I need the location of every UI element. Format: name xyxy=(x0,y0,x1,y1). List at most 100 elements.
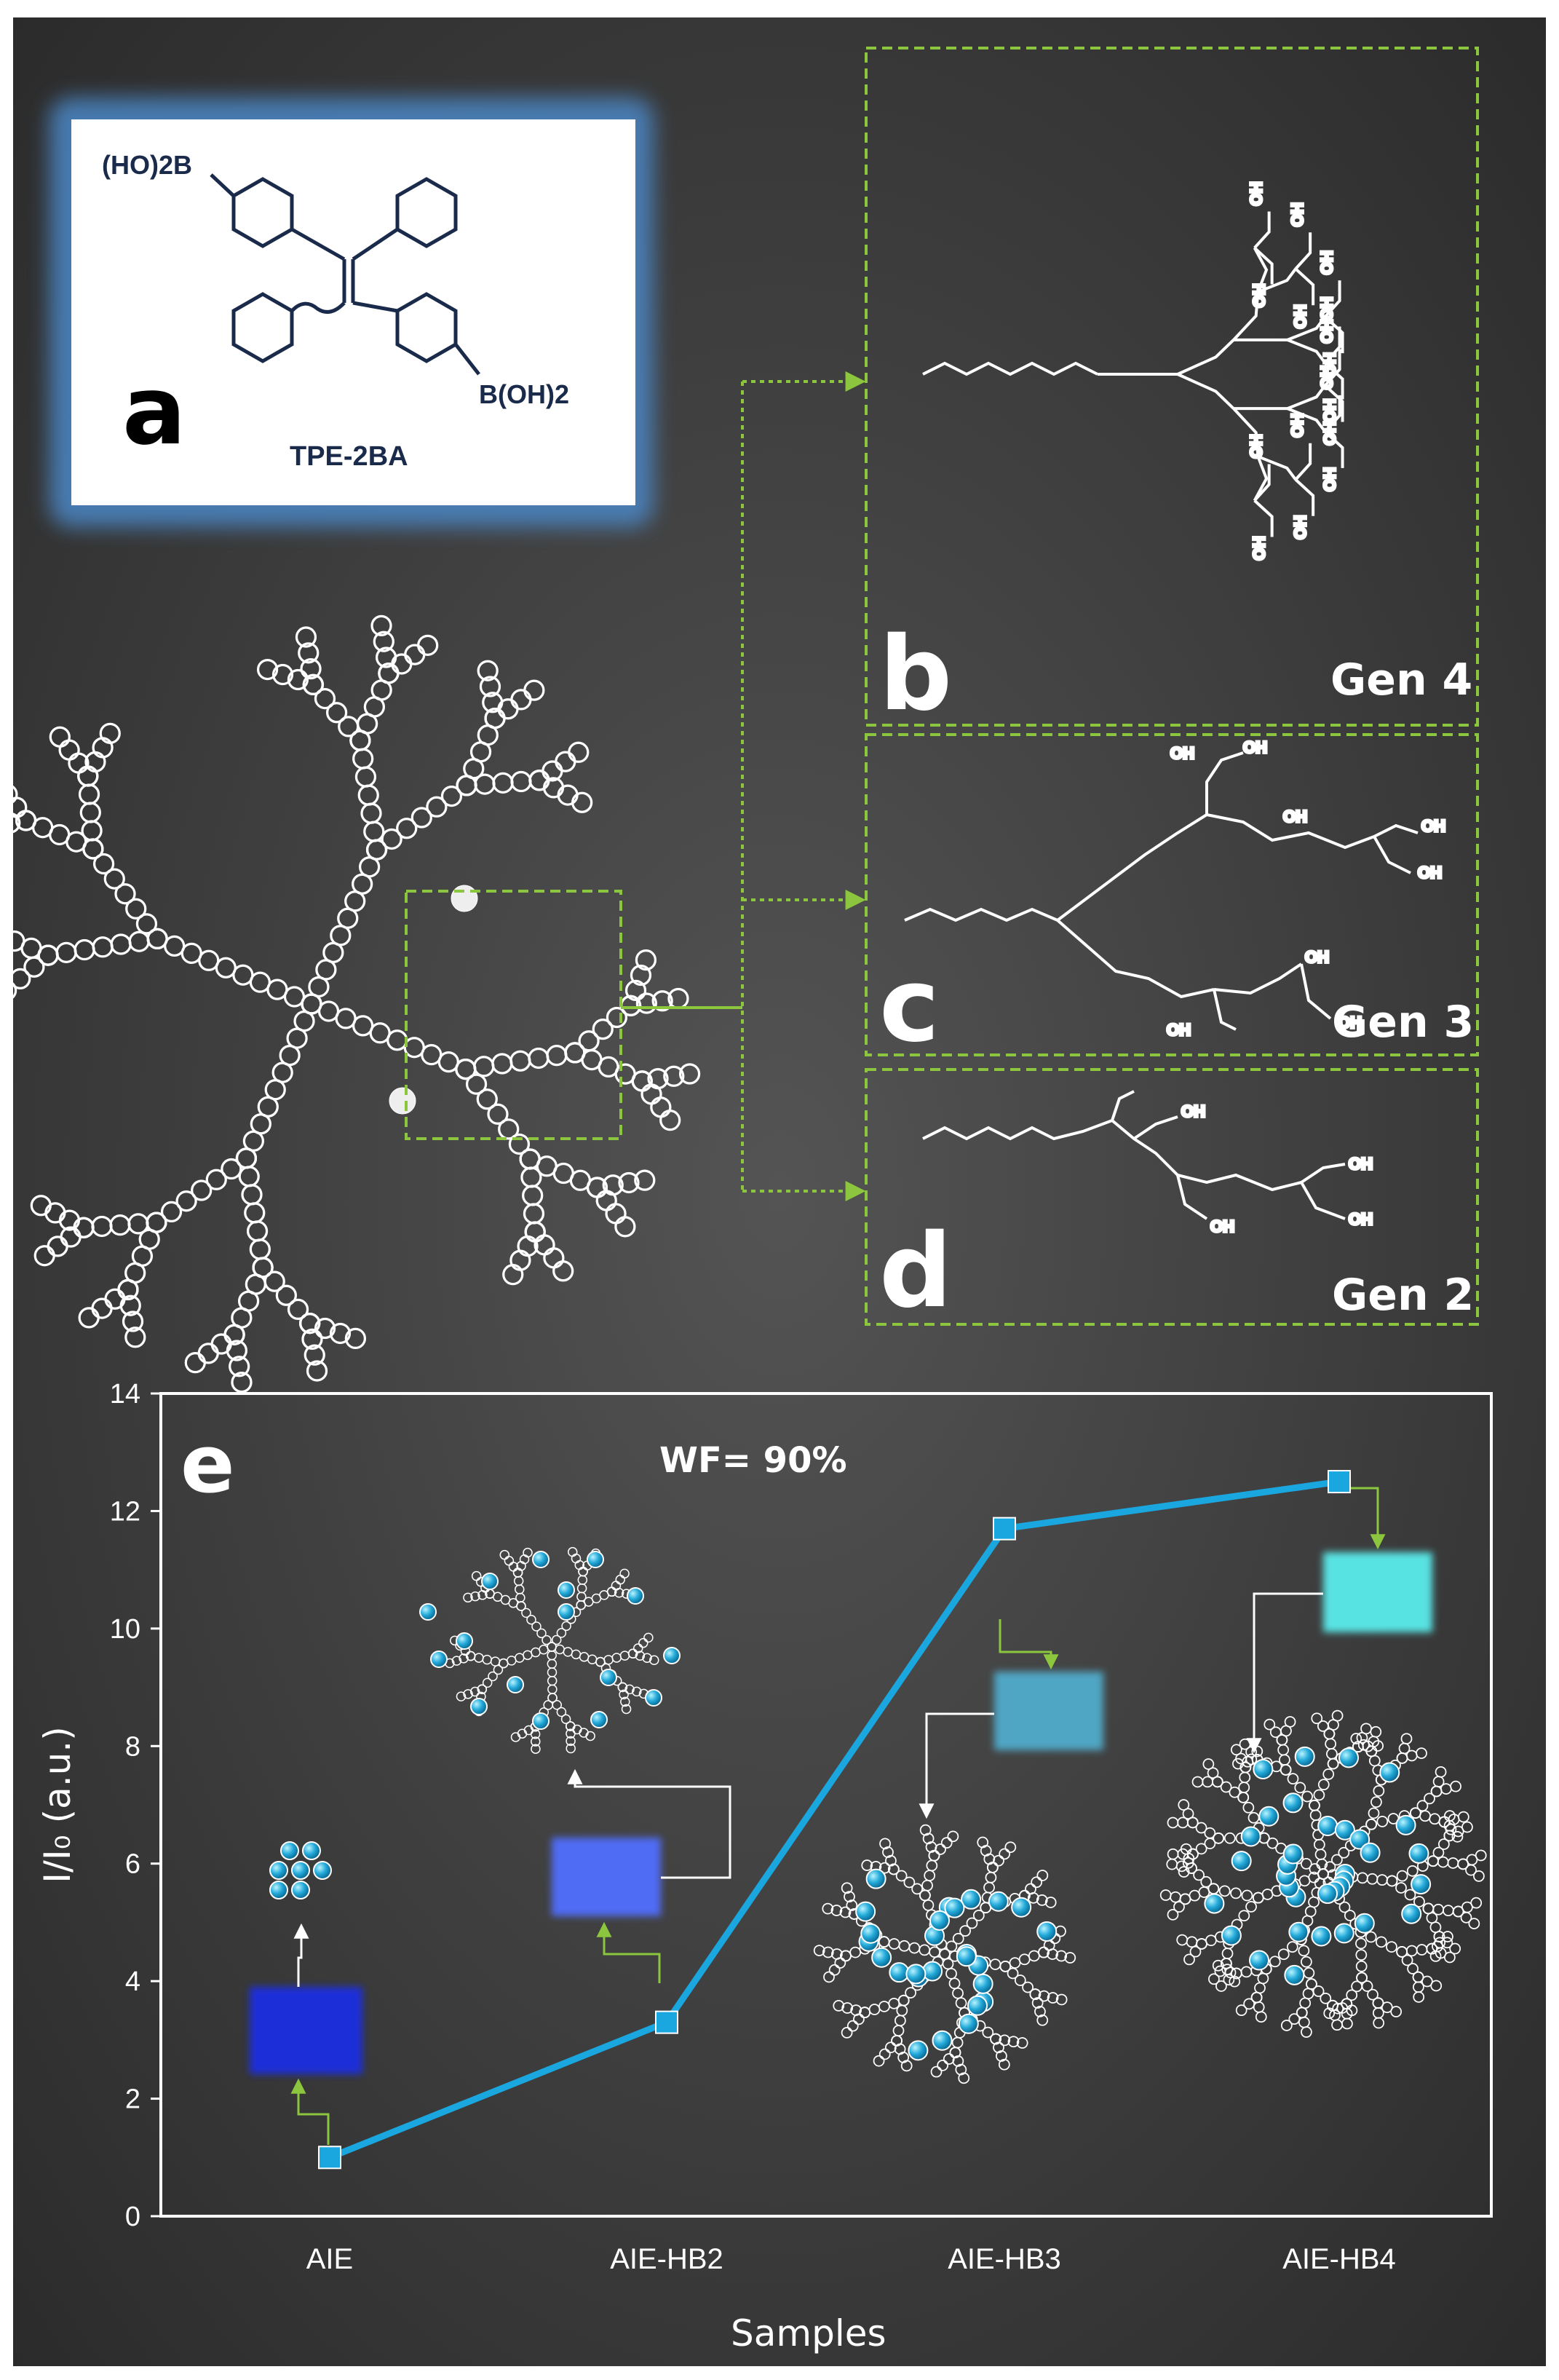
polymer-bead xyxy=(515,1653,525,1663)
polymer-bead xyxy=(1440,1783,1452,1795)
white-arrow xyxy=(293,1923,309,1987)
polymer-bead xyxy=(231,1371,253,1393)
polymer-bead xyxy=(508,1133,531,1155)
polymer-bead xyxy=(124,1327,146,1348)
polymer-bead xyxy=(9,968,31,990)
polymer-bead xyxy=(833,2000,845,2012)
fluorophore-ball xyxy=(1379,1762,1400,1783)
polymer-bead xyxy=(487,1103,509,1125)
fluorophore-ball xyxy=(1349,1829,1370,1850)
polymer-bead xyxy=(476,1088,498,1110)
polymer-bead xyxy=(463,1689,473,1699)
polymer-bead xyxy=(919,1824,932,1836)
polymer-bead xyxy=(1461,1821,1473,1833)
fluorophore-ball xyxy=(291,1881,310,1899)
fluorophore-ball xyxy=(1221,1925,1242,1946)
polymer-bead xyxy=(1338,1901,1351,1913)
polymer-bead xyxy=(82,838,104,860)
polymer-bead xyxy=(606,1586,617,1597)
polymer-bead xyxy=(1460,1911,1472,1924)
hydroxyl-label: OH xyxy=(1318,297,1336,321)
polymer-bead xyxy=(1230,1744,1242,1756)
fluorophore-ball xyxy=(855,1901,876,1922)
polymer-bead xyxy=(304,1344,325,1366)
polymer-bead xyxy=(0,923,9,945)
polymer-bead xyxy=(114,883,136,905)
polymer-bead xyxy=(989,1958,1001,1970)
polymer-bead xyxy=(624,979,647,1002)
polymer-bead xyxy=(1332,2002,1344,2015)
polymer-bead xyxy=(813,1945,825,1956)
polymer-bead xyxy=(1183,1953,1195,1966)
polymer-bead xyxy=(127,1213,149,1235)
polymer-bead xyxy=(566,1743,576,1754)
polymer-bead xyxy=(1159,1889,1172,1901)
polymer-bead xyxy=(911,1883,924,1895)
polymer-bead xyxy=(1331,1709,1344,1722)
polymer-bead xyxy=(996,2050,1007,2062)
polymer-bead xyxy=(78,783,100,805)
substituent-bottom-label: B(OH)2 xyxy=(479,379,569,409)
hydroxyl-label: OH xyxy=(1210,1217,1234,1236)
polymer-bead xyxy=(1238,1782,1250,1793)
y-tick-label: 2 xyxy=(125,2084,140,2115)
polymer-bead xyxy=(1208,1973,1220,1985)
polymer-bead xyxy=(822,1946,834,1958)
polymer-bead xyxy=(456,1691,467,1701)
polymer-bead xyxy=(949,2047,961,2059)
polymer-bead xyxy=(982,2026,994,2039)
polymer-bead xyxy=(846,2020,859,2032)
polymer-bead xyxy=(146,928,168,950)
polymer-bead xyxy=(479,676,501,697)
polymer-bead xyxy=(635,949,657,971)
fluorophore-ball xyxy=(1317,1816,1338,1837)
polymer-bead xyxy=(531,1621,542,1632)
polymer-bead xyxy=(1038,1990,1050,2002)
polymer-bead xyxy=(522,1185,544,1206)
polymer-bead xyxy=(1400,1733,1413,1745)
polymer-bead xyxy=(547,1684,558,1695)
polymer-bead xyxy=(1189,1945,1202,1958)
polymer-bead xyxy=(1212,1959,1224,1972)
bond-path xyxy=(1253,247,1274,285)
polymer-bead xyxy=(1395,1882,1407,1894)
emission-swatch xyxy=(552,1838,661,1916)
polymer-bead xyxy=(999,1848,1011,1860)
polymer-bead xyxy=(1245,1746,1257,1758)
polymer-bead xyxy=(850,2004,862,2016)
polymer-bead xyxy=(1202,1758,1215,1770)
polymer-bead xyxy=(1412,1971,1424,1983)
polymer-bead xyxy=(640,1083,662,1105)
fluorophore-ball xyxy=(944,1897,965,1918)
polymer-bead xyxy=(617,1682,628,1693)
polymer-bead xyxy=(1176,1934,1189,1946)
polymer-bead xyxy=(1182,1857,1194,1869)
polymer-bead xyxy=(1266,1837,1279,1849)
bond-path xyxy=(1324,326,1341,364)
bond-path xyxy=(922,361,1098,376)
fluorophore-ball xyxy=(932,2030,953,2051)
polymer-bead xyxy=(611,1653,622,1663)
polymer-bead xyxy=(1326,1748,1338,1760)
polymer-bead xyxy=(1372,2007,1384,2019)
polymer-bead xyxy=(552,1260,574,1282)
bond-path xyxy=(1287,384,1327,411)
polymer-bead xyxy=(58,739,80,761)
x-category-label: AIE xyxy=(306,2243,353,2275)
polymer-bead xyxy=(1279,1754,1290,1766)
polymer-bead xyxy=(78,1307,100,1329)
polymer-bead xyxy=(543,1700,553,1710)
polymer-bead xyxy=(1449,1942,1461,1955)
hydroxyl-label: OH xyxy=(1181,1102,1205,1120)
polymer-bead xyxy=(619,1689,629,1700)
fluorophore-ball xyxy=(313,1861,332,1880)
polymer-bead xyxy=(547,1693,558,1703)
fluorophore-ball xyxy=(291,1861,310,1880)
polymer-bead xyxy=(1413,1981,1424,1993)
polymer-bead xyxy=(1355,1949,1368,1961)
polymer-bead xyxy=(926,1859,938,1872)
polymer-bead xyxy=(99,722,121,744)
polymer-bead xyxy=(456,775,477,796)
polymer-bead xyxy=(1413,1991,1425,2003)
